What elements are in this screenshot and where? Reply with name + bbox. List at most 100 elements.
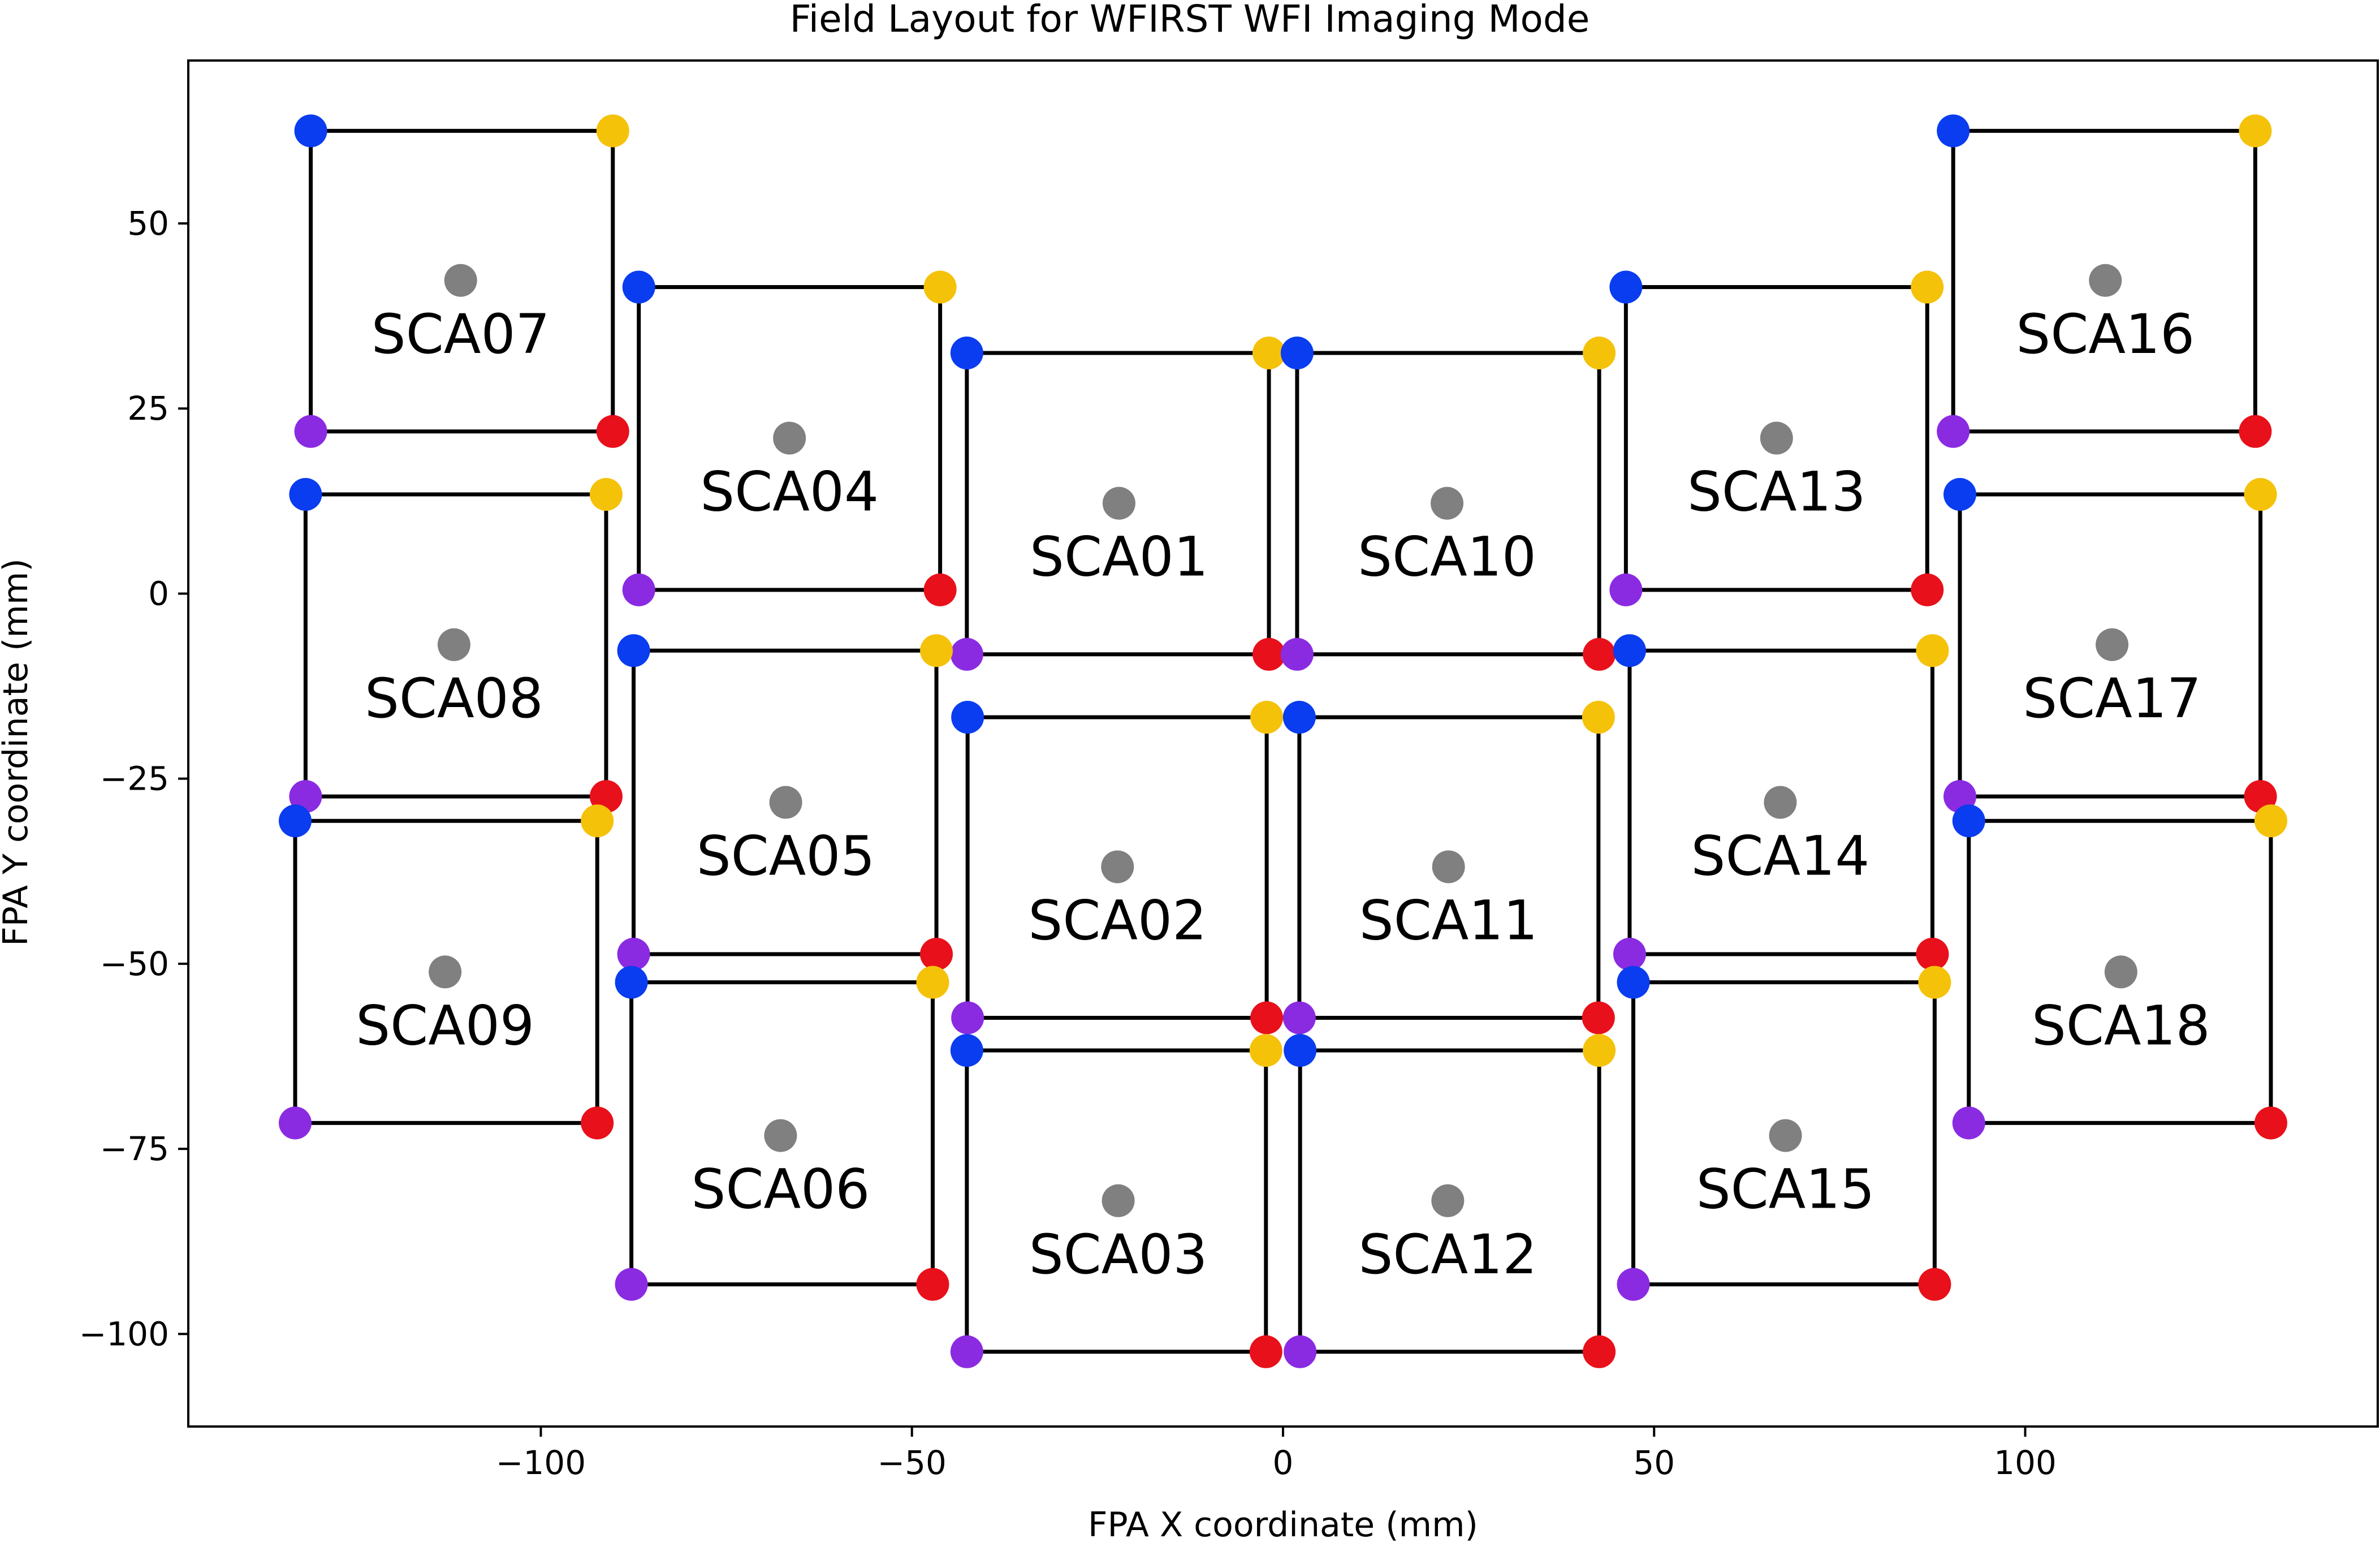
corner-upper-left-point [1617, 966, 1650, 999]
corner-lower-right-point [1583, 637, 1616, 671]
corner-lower-left-point [622, 573, 655, 606]
corner-upper-right-point [1583, 1034, 1616, 1067]
corner-upper-right-point [923, 270, 957, 304]
corner-lower-right-point [596, 415, 629, 448]
sca-sca01: SCA01 [950, 337, 1286, 671]
corner-lower-left-point [615, 1268, 648, 1301]
sca-outline [1297, 715, 1601, 1020]
corner-upper-right-point [1252, 337, 1286, 370]
y-tick-label: −25 [100, 760, 169, 798]
corner-lower-left-point [1937, 415, 1970, 448]
corner-lower-left-point [1613, 937, 1646, 971]
sca-outline [1295, 351, 1601, 657]
corner-lower-left-point [1282, 1001, 1316, 1035]
x-tick-label: 50 [1633, 1443, 1675, 1482]
sca-center-point [764, 1119, 797, 1152]
plot-frame [187, 59, 2379, 1428]
x-tick-label: −100 [496, 1443, 586, 1482]
corner-lower-left-point [1609, 573, 1643, 606]
sca-center-point [2089, 264, 2122, 297]
sca-label: SCA17 [2023, 667, 2201, 730]
sca-outline [1623, 285, 1929, 592]
plot-area: SCA01 SCA02 SCA03 SCA04 SCA05 SCA06 SCA07 SCA08… [279, 114, 2287, 1368]
sca-center-point [1760, 421, 1793, 455]
sca-label: SCA05 [697, 825, 875, 888]
sca-label: SCA18 [2032, 994, 2210, 1057]
sca-center-point [769, 786, 802, 819]
sca-sca18: SCA18 [1952, 804, 2287, 1140]
sca-center-point [2096, 628, 2129, 661]
corner-lower-left-point [1617, 1268, 1650, 1301]
corner-upper-right-point [2254, 804, 2287, 838]
corner-upper-left-point [1613, 634, 1646, 667]
y-tick-label: 25 [127, 389, 169, 428]
corner-lower-right-point [1918, 1268, 1951, 1301]
sca-label: SCA01 [1030, 525, 1208, 589]
sca-label: SCA08 [365, 667, 543, 730]
sca-label: SCA14 [1691, 825, 1870, 888]
corner-lower-right-point [1911, 573, 1944, 606]
sca-outline [309, 128, 615, 434]
corner-upper-right-point [589, 478, 623, 511]
sca-sca05: SCA05 [617, 634, 953, 971]
sca-sca02: SCA02 [951, 701, 1284, 1035]
corner-upper-left-point [950, 337, 983, 370]
x-axis: −100 −50 0 50 100 [496, 1427, 2057, 1482]
sca-label: SCA09 [356, 994, 534, 1057]
sca-sca17: SCA17 [1943, 478, 2277, 813]
sca-center-point [1764, 786, 1797, 819]
sca-label: SCA02 [1028, 889, 1207, 952]
sca-label: SCA03 [1029, 1223, 1208, 1286]
sca-sca08: SCA08 [289, 478, 623, 813]
corner-lower-right-point [1582, 1001, 1615, 1035]
sca-center-point [2104, 955, 2137, 989]
corner-lower-right-point [1252, 637, 1286, 671]
sca-outline [1631, 980, 1937, 1287]
sca-outline [632, 648, 939, 956]
x-tick-label: 100 [1994, 1443, 2057, 1482]
corner-upper-right-point [916, 966, 949, 999]
x-tick-label: 0 [1273, 1443, 1294, 1482]
sca-center-point [1431, 486, 1464, 520]
sca-outline [1951, 128, 2257, 434]
corner-upper-right-point [1249, 1034, 1282, 1067]
corner-upper-right-point [1583, 337, 1616, 370]
corner-upper-left-point [279, 804, 312, 838]
corner-lower-left-point [279, 1106, 312, 1140]
corner-lower-left-point [950, 1335, 983, 1368]
x-tick-label: −50 [878, 1443, 947, 1482]
chart-title: Field Layout for WFIRST WFI Imaging Mode [790, 0, 1590, 41]
y-tick-label: 0 [148, 574, 169, 613]
sca-sca14: SCA14 [1613, 634, 1949, 971]
sca-outline [629, 980, 935, 1287]
sca-center-point [773, 421, 806, 455]
y-axis: −100 −75 −50 −25 0 25 50 [79, 204, 188, 1353]
sca-center-point [444, 264, 477, 297]
corner-lower-left-point [951, 1001, 984, 1035]
corner-upper-right-point [1250, 701, 1284, 734]
sca-label: SCA16 [2016, 303, 2195, 366]
sca-sca10: SCA10 [1280, 337, 1616, 671]
corner-upper-left-point [1952, 804, 1985, 838]
corner-upper-right-point [1582, 701, 1615, 734]
corner-lower-right-point [2239, 415, 2272, 448]
corner-upper-left-point [622, 270, 655, 304]
corner-upper-right-point [596, 114, 629, 148]
corner-upper-right-point [1918, 966, 1951, 999]
y-tick-label: 50 [127, 204, 169, 243]
sca-center-point [1431, 1184, 1465, 1217]
sca-label: SCA10 [1358, 525, 1536, 589]
sca-center-point [1432, 850, 1465, 884]
corner-upper-left-point [615, 966, 648, 999]
sca-center-point [437, 628, 470, 661]
sca-center-point [1101, 850, 1134, 884]
corner-lower-left-point [617, 937, 650, 971]
sca-sca13: SCA13 [1609, 270, 1944, 606]
sca-center-point [1102, 1184, 1135, 1217]
sca-outline [1967, 818, 2273, 1125]
sca-sca09: SCA09 [279, 804, 614, 1140]
sca-outline [965, 1048, 1268, 1354]
sca-label: SCA07 [372, 303, 550, 366]
corner-upper-left-point [951, 701, 984, 734]
